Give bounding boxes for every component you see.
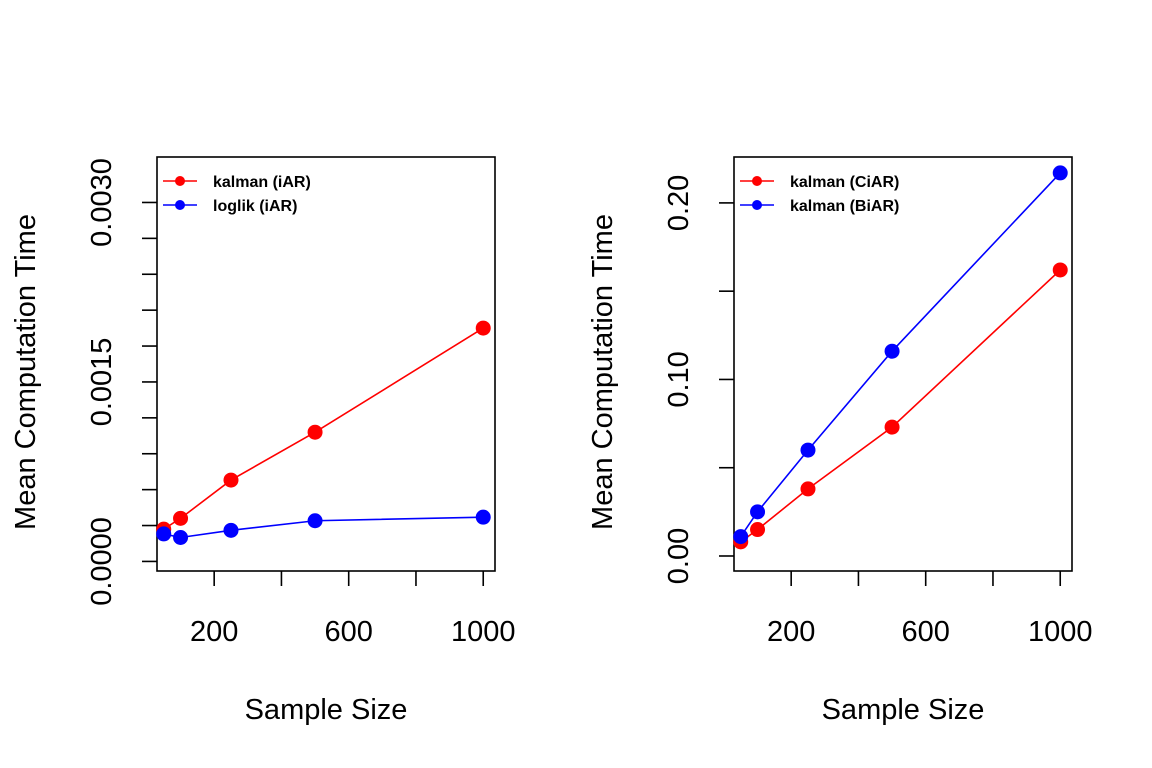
y-tick-label: 0.20 — [663, 175, 695, 231]
x-tick-label: 600 — [325, 616, 373, 648]
y-axis-title: Mean Computation Time — [10, 214, 42, 530]
legend-marker — [175, 200, 185, 210]
y-tick-label: 0.0015 — [86, 338, 118, 427]
panel-left: 200 600 1000 0.0000 0.0015 0.0030 Sample Size M… — [10, 156, 516, 726]
y-tick-label: 0.10 — [663, 351, 695, 407]
legend-label: kalman (CiAR) — [790, 174, 899, 191]
x-tick-label: 1000 — [1028, 616, 1093, 648]
series-line-1 — [740, 172, 1061, 538]
data-point — [223, 522, 239, 538]
data-point — [223, 472, 239, 488]
data-point — [800, 481, 816, 497]
legend-marker — [752, 176, 762, 186]
legend-label: kalman (iAR) — [213, 174, 311, 191]
plot-frame — [733, 156, 1073, 572]
data-point — [884, 419, 900, 435]
plot-frame — [156, 156, 496, 572]
x-axis-title: Sample Size — [822, 694, 985, 726]
data-point — [750, 522, 766, 538]
legend-marker — [752, 200, 762, 210]
data-point — [475, 320, 491, 336]
y-tick-label: 0.00 — [663, 528, 695, 584]
x-tick-label: 200 — [767, 616, 815, 648]
data-point — [475, 509, 491, 525]
series-line-0 — [163, 327, 484, 530]
x-tick-label: 1000 — [451, 616, 516, 648]
data-point — [1052, 165, 1068, 181]
legend-label: loglik (iAR) — [213, 198, 297, 215]
series-line-1 — [163, 516, 484, 539]
panel-right: 200 600 1000 0.00 0.10 0.20 Sample Size Mean Co… — [587, 156, 1093, 726]
data-point — [173, 529, 189, 545]
legend-marker — [175, 176, 185, 186]
data-point — [750, 504, 766, 520]
x-tick-label: 600 — [902, 616, 950, 648]
y-tick-label: 0.0030 — [86, 158, 118, 247]
data-point — [800, 442, 816, 458]
y-tick-label: 0.0000 — [86, 517, 118, 606]
y-axis-title: Mean Computation Time — [587, 214, 619, 530]
data-point — [733, 529, 749, 545]
x-axis-title: Sample Size — [245, 694, 408, 726]
data-point — [884, 343, 900, 359]
legend-label: kalman (BiAR) — [790, 198, 899, 215]
data-point — [307, 424, 323, 440]
data-point — [156, 526, 172, 542]
series-line-0 — [740, 269, 1061, 543]
data-point — [173, 510, 189, 526]
data-point — [307, 513, 323, 529]
x-tick-label: 200 — [190, 616, 238, 648]
data-point — [1052, 262, 1068, 278]
